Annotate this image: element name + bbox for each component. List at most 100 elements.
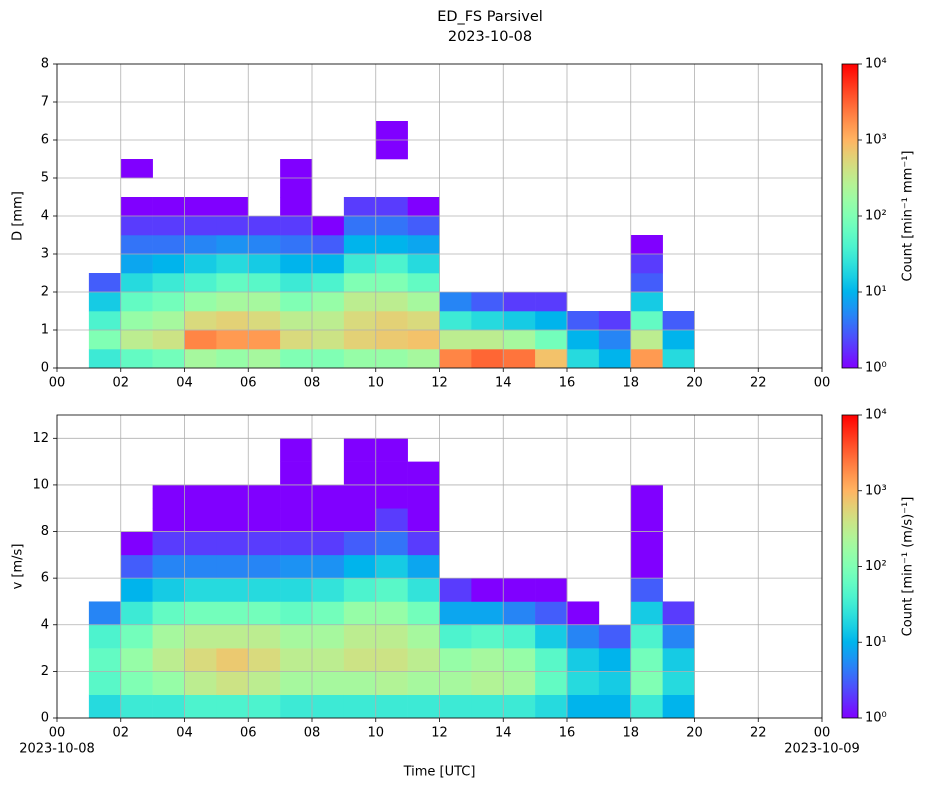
x-tick-label: 08 (304, 376, 321, 391)
y-tick-label: 8 (41, 57, 49, 72)
heatmap-cell (375, 311, 408, 331)
heatmap-cell (216, 624, 249, 649)
heatmap-cell (471, 671, 504, 695)
x-tick-label: 04 (176, 376, 193, 391)
heatmap-cell (567, 349, 600, 369)
heatmap-cell (216, 578, 249, 602)
heatmap-cell (120, 349, 153, 369)
heatmap-cell (120, 292, 153, 312)
heatmap-cell (375, 648, 408, 672)
heatmap-cell (152, 254, 185, 274)
heatmap-cell (312, 330, 345, 350)
heatmap-cell (280, 159, 313, 179)
heatmap-cell (312, 292, 345, 312)
heatmap-cell (630, 330, 663, 350)
heatmap-cell (248, 254, 281, 274)
heatmap-cell (184, 216, 217, 236)
heatmap-cell (248, 531, 281, 556)
chart-title: ED_FS Parsivel (437, 9, 543, 25)
heatmap-cell (216, 349, 249, 369)
heatmap-cell (216, 671, 249, 695)
heatmap-cell (280, 484, 313, 509)
x-tick-label: 12 (431, 376, 448, 391)
heatmap-cell (88, 311, 122, 331)
heatmap-cell (184, 694, 217, 719)
y-tick-label: 8 (41, 524, 49, 539)
colorbar-tick-label: 10⁰ (865, 711, 887, 726)
heatmap-cell (407, 349, 440, 369)
heatmap-cell (503, 311, 536, 331)
y-tick-label: 3 (41, 247, 49, 262)
heatmap-cell (120, 254, 153, 274)
x-tick-label: 00 (814, 376, 831, 391)
heatmap-cell (88, 349, 122, 369)
heatmap-cell (471, 311, 504, 331)
plot-frame (56, 414, 823, 719)
x-tick-label: 04 (176, 726, 193, 741)
heatmap-cell (343, 461, 377, 486)
heatmap-cell (216, 311, 249, 331)
heatmap-cell (662, 648, 695, 672)
colorbar-tick-label: 10³ (865, 133, 887, 148)
heatmap-cell (407, 330, 440, 350)
heatmap-cell (343, 235, 377, 255)
heatmap-cell (88, 671, 122, 695)
heatmap-cell (343, 578, 377, 602)
heatmap-cell (120, 330, 153, 350)
heatmap-cell (152, 330, 185, 350)
heatmap-cell (662, 671, 695, 695)
heatmap-cell (248, 508, 281, 532)
colorbar-label: Count [min⁻¹ mm⁻¹] (901, 150, 916, 281)
heatmap-cell (375, 349, 408, 369)
heatmap-cell (343, 273, 377, 293)
heatmap-cell (88, 648, 122, 672)
heatmap-cell (407, 292, 440, 312)
heatmap-cell (375, 197, 408, 217)
heatmap-cell (120, 159, 153, 179)
heatmap-cell (375, 121, 408, 141)
y-tick-label: 12 (32, 431, 49, 446)
heatmap-cell (503, 330, 536, 350)
heatmap-cell (312, 578, 345, 602)
heatmap-cell (439, 349, 472, 369)
heatmap-cell (88, 694, 122, 719)
x-tick-label: 22 (750, 726, 767, 741)
colorbar (841, 63, 859, 369)
heatmap-cell (88, 273, 122, 293)
heatmap-cell (598, 330, 632, 350)
heatmap-cell (216, 694, 249, 719)
heatmap-cell (248, 624, 281, 649)
heatmap-cell (152, 311, 185, 331)
heatmap-cell (567, 311, 600, 331)
x-tick-label: 10 (367, 376, 384, 391)
heatmap-cell (343, 292, 377, 312)
y-axis-label: D [mm] (11, 191, 26, 241)
heatmap-cell (375, 273, 408, 293)
heatmap-cell (312, 554, 345, 579)
heatmap-cell (662, 330, 695, 350)
y-tick-label: 0 (41, 711, 49, 726)
heatmap-cell (375, 694, 408, 719)
heatmap-cell (439, 624, 472, 649)
heatmap-cell (439, 601, 472, 626)
heatmap-cell (375, 484, 408, 509)
heatmap-cell (152, 349, 185, 369)
heatmap-cell (184, 254, 217, 274)
heatmap-cell (343, 197, 377, 217)
heatmap-cell (535, 330, 568, 350)
heatmap-cell (407, 461, 440, 486)
heatmap-cell (280, 216, 313, 236)
heatmap-cell (280, 578, 313, 602)
heatmap-cell (280, 349, 313, 369)
heatmap-cell (567, 648, 600, 672)
heatmap-cell (375, 554, 408, 579)
heatmap-cell (152, 235, 185, 255)
heatmap-cell (120, 694, 153, 719)
heatmap-cell (407, 601, 440, 626)
y-tick-label: 5 (41, 171, 49, 186)
heatmap-cell (120, 273, 153, 293)
heatmap-cell (630, 671, 663, 695)
y-tick-label: 6 (41, 571, 49, 586)
heatmap-cell (343, 648, 377, 672)
heatmap-cell (280, 671, 313, 695)
